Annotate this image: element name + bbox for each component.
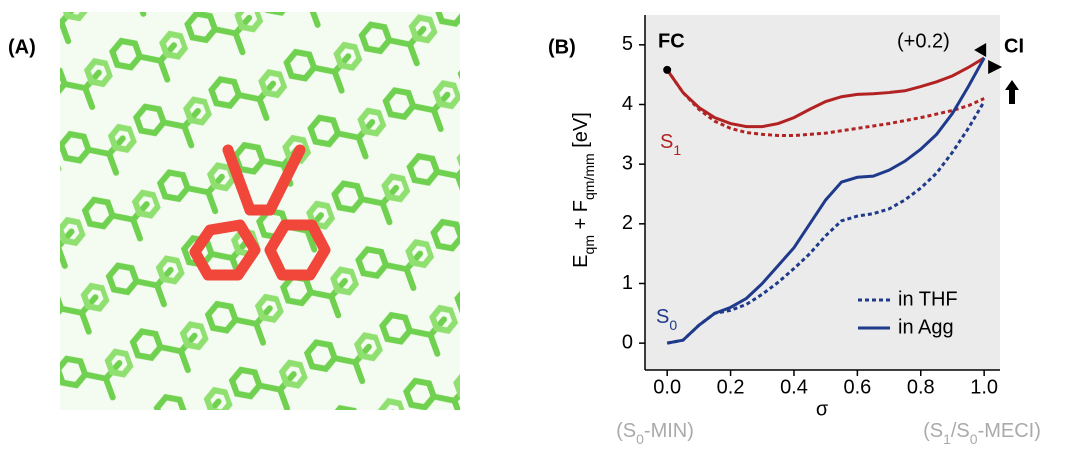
y-axis-label-part: [eV] (570, 112, 592, 153)
panel-label: (B) (548, 36, 576, 58)
y-tick-label: 1 (622, 272, 633, 294)
ci-marker (988, 59, 1003, 74)
series-line (665, 56, 985, 129)
s1-label: S1 (660, 131, 681, 157)
left-end-label-part: -MIN) (644, 420, 694, 442)
s1-label-part: S (660, 131, 673, 153)
y-tick-label: 2 (622, 212, 633, 234)
s0-label-part: S (656, 306, 669, 328)
fc-label: FC (658, 30, 685, 52)
ci-label: CI (1004, 35, 1024, 57)
x-tick-label: 1.0 (970, 376, 998, 398)
right-end-label-part: (S (923, 420, 943, 442)
left-end-label-sub: 0 (636, 431, 644, 447)
fc-point (663, 65, 672, 74)
s0-label: S0 (656, 306, 677, 332)
left-end-label: (S0-MIN) (616, 420, 694, 446)
shift-label: (+0.2) (897, 30, 950, 52)
right-end-label-sub: 1 (943, 431, 951, 447)
y-tick-label: 0 (622, 331, 633, 353)
y-axis-label: Eqm + Fqm/mm [eV] (570, 112, 596, 268)
x-tick-label: 0.6 (843, 376, 871, 398)
panel-a-image (60, 12, 460, 410)
right-end-label: (S1/S0-MECI) (923, 420, 1041, 446)
y-axis-label-part: E (570, 254, 592, 267)
y-tick-label: 3 (622, 152, 633, 174)
y-tick-label: 5 (622, 33, 633, 55)
right-end-label-sub: 0 (970, 431, 978, 447)
ci-marker (974, 42, 987, 57)
s0-label-sub: 0 (669, 317, 677, 333)
series-line (665, 69, 985, 138)
right-end-label-part: /S (951, 420, 970, 442)
x-tick-label: 0.4 (780, 376, 808, 398)
up-arrow (1005, 80, 1019, 104)
left-end-label-part: (S (616, 420, 636, 442)
x-tick-label: 0.0 (653, 376, 681, 398)
x-tick-label: 0.2 (717, 376, 745, 398)
panel-label: (A) (8, 36, 36, 58)
y-axis-label-sub: qm/mm (581, 153, 597, 200)
x-tick-label: 0.8 (907, 376, 935, 398)
plot-background (645, 15, 1000, 370)
y-axis-label-part: + F (570, 200, 592, 235)
series-line (666, 100, 986, 345)
right-end-label-part: -MECI) (978, 420, 1041, 442)
y-tick-label: 4 (622, 93, 633, 115)
legend-label: in THF (898, 288, 958, 310)
x-axis-label: σ (816, 398, 829, 420)
s1-label-sub: 1 (673, 142, 681, 158)
y-axis-label-sub: qm (581, 235, 597, 254)
legend-label: in Agg (898, 316, 954, 338)
